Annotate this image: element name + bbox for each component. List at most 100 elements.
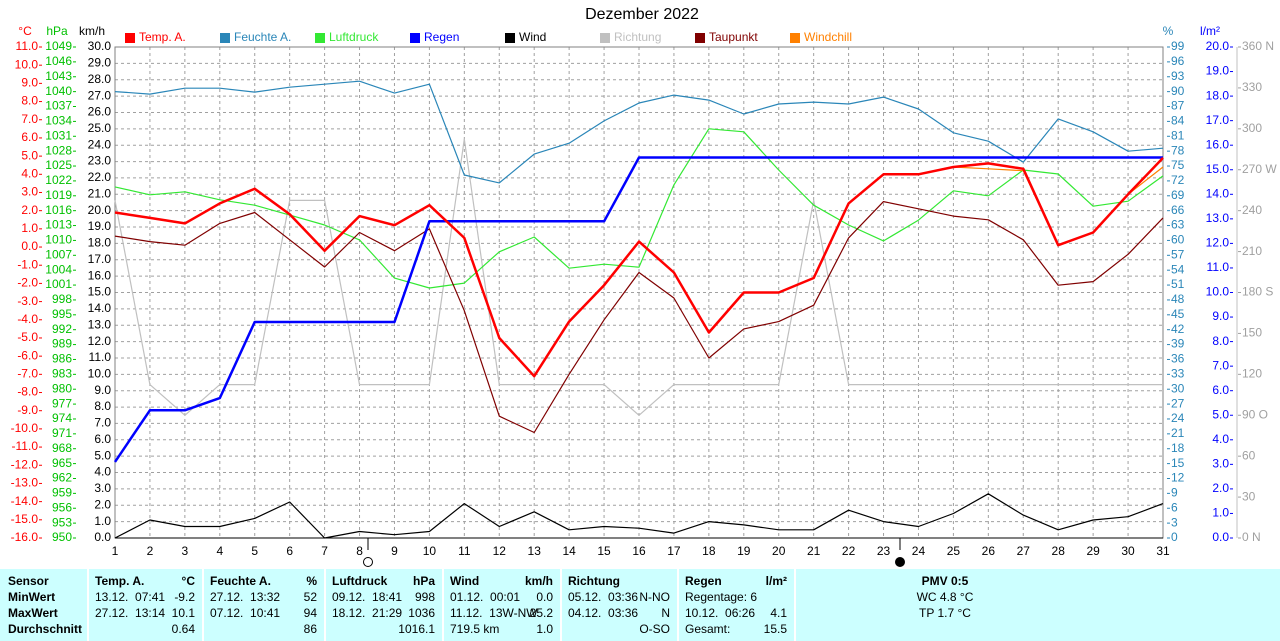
y-tick-label: 13.0 — [88, 317, 112, 331]
axis-title: hPa — [46, 24, 68, 38]
y-tick-label: 9.0 — [1212, 309, 1229, 323]
y-tick-label: 965 — [52, 456, 72, 470]
y-tick-label: 26.0 — [88, 105, 112, 119]
x-tick-label: 5 — [251, 544, 258, 558]
y-tick-label: 63 — [1171, 218, 1185, 232]
y-tick-label: 18.0 — [1206, 88, 1230, 102]
y-tick-label: 968 — [52, 441, 72, 455]
y-tick-label: 10.0 — [1206, 285, 1230, 299]
y-tick-label: 36 — [1171, 352, 1185, 366]
legend-label: Luftdruck — [329, 30, 379, 44]
y-tick-label: 983 — [52, 367, 72, 381]
x-tick-label: 18 — [702, 544, 716, 558]
y-tick-label: 51 — [1171, 277, 1185, 291]
pmv-text: PMV 0:5 — [922, 574, 969, 588]
y-tick-label: 1.0 — [21, 221, 38, 235]
stats-value: 1016.1 — [398, 622, 435, 636]
stats-unit: hPa — [413, 574, 435, 588]
stats-value: Regentage: 6 — [685, 590, 757, 604]
y-tick-label: -10.0 — [11, 421, 39, 435]
stats-unit: km/h — [525, 574, 553, 588]
stats-value: O-SO — [639, 622, 670, 636]
legend-label: Regen — [424, 30, 459, 44]
y-tick-label: 6.0 — [94, 432, 111, 446]
x-tick-label: 2 — [147, 544, 154, 558]
y-tick-label: -7.0 — [17, 367, 38, 381]
y-tick-label: 6.0 — [1212, 383, 1229, 397]
y-tick-label: 93 — [1171, 69, 1185, 83]
y-tick-label: -9.0 — [17, 403, 38, 417]
legend-swatch — [600, 33, 610, 43]
y-tick-label: 240 — [1242, 203, 1262, 217]
x-tick-label: 12 — [493, 544, 507, 558]
y-tick-label: 1.0 — [1212, 506, 1229, 520]
y-tick-label: 54 — [1171, 262, 1185, 276]
stats-cell: 11.12. 13W-NW — [450, 606, 538, 620]
y-tick-label: 30 — [1171, 381, 1185, 395]
y-tick-label: 971 — [52, 426, 72, 440]
y-tick-label: 42 — [1171, 322, 1185, 336]
axis-title: °C — [18, 24, 32, 38]
y-tick-label: 3.0 — [1212, 457, 1229, 471]
stats-header: Sensor — [8, 574, 49, 588]
x-tick-label: 6 — [286, 544, 293, 558]
y-tick-label: 25.0 — [88, 121, 112, 135]
y-tick-label: 9.0 — [94, 383, 111, 397]
y-tick-label: 13.0 — [1206, 211, 1230, 225]
y-tick-label: 45 — [1171, 307, 1185, 321]
moon-phases — [363, 538, 905, 567]
legend-swatch — [790, 33, 800, 43]
y-tick-label: 980 — [52, 381, 72, 395]
stats-column-title: Regen — [685, 574, 722, 588]
y-tick-label: 8.0 — [94, 399, 111, 413]
y-tick-label: 1022 — [45, 173, 72, 187]
y-tick-label: 962 — [52, 471, 72, 485]
stats-value: 1036 — [408, 606, 435, 620]
y-tick-label: 0.0 — [1212, 530, 1229, 544]
stats-value: 0.0 — [536, 590, 553, 604]
moon-full — [895, 557, 905, 567]
y-tick-label: 210 — [1242, 244, 1262, 258]
y-tick-label: -3.0 — [17, 294, 38, 308]
stats-cell: 09.12. 18:41 — [332, 590, 402, 604]
series-line — [114, 157, 1164, 378]
y-tick-label: 4.0 — [94, 465, 111, 479]
stats-column-title: Wind — [450, 574, 479, 588]
x-tick-label: 24 — [912, 544, 926, 558]
y-tick-label: 8.0 — [21, 94, 38, 108]
y-tick-label: 90 — [1171, 84, 1185, 98]
series-line — [114, 493, 1164, 539]
y-tick-label: -12.0 — [11, 457, 39, 471]
y-tick-label: 7.0 — [21, 112, 38, 126]
stats-unit: °C — [182, 574, 196, 588]
y-tick-label: 998 — [52, 292, 72, 306]
stats-value: 15.5 — [764, 622, 788, 636]
y-tick-label: 12.0 — [88, 334, 112, 348]
stats-column-title: Richtung — [568, 574, 620, 588]
x-tick-label: 20 — [772, 544, 786, 558]
stats-value: N-NO — [639, 590, 670, 604]
stats-row-label: MaxWert — [8, 606, 58, 620]
legend-swatch — [220, 33, 230, 43]
y-tick-label: 16.0 — [1206, 137, 1230, 151]
stats-column-title: Feuchte A. — [210, 574, 271, 588]
series-line — [114, 80, 1164, 184]
legend-swatch — [505, 33, 515, 43]
y-tick-label: 12 — [1171, 471, 1185, 485]
y-tick-label: 953 — [52, 515, 72, 529]
y-tick-label: 23.0 — [88, 154, 112, 168]
y-tick-label: 78 — [1171, 143, 1185, 157]
axis-title: km/h — [79, 24, 105, 38]
y-tick-label: 17.0 — [88, 252, 112, 266]
stats-value: 86 — [304, 622, 318, 636]
y-tick-label: 2.0 — [94, 497, 111, 511]
x-tick-label: 19 — [737, 544, 751, 558]
legend-swatch — [125, 33, 135, 43]
y-tick-label: 20.0 — [88, 203, 112, 217]
y-tick-label: 19.0 — [88, 219, 112, 233]
y-tick-label: 5.0 — [1212, 407, 1229, 421]
axis-title: % — [1163, 24, 1174, 38]
y-tick-label: -1.0 — [17, 257, 38, 271]
y-tick-label: 1043 — [45, 69, 72, 83]
